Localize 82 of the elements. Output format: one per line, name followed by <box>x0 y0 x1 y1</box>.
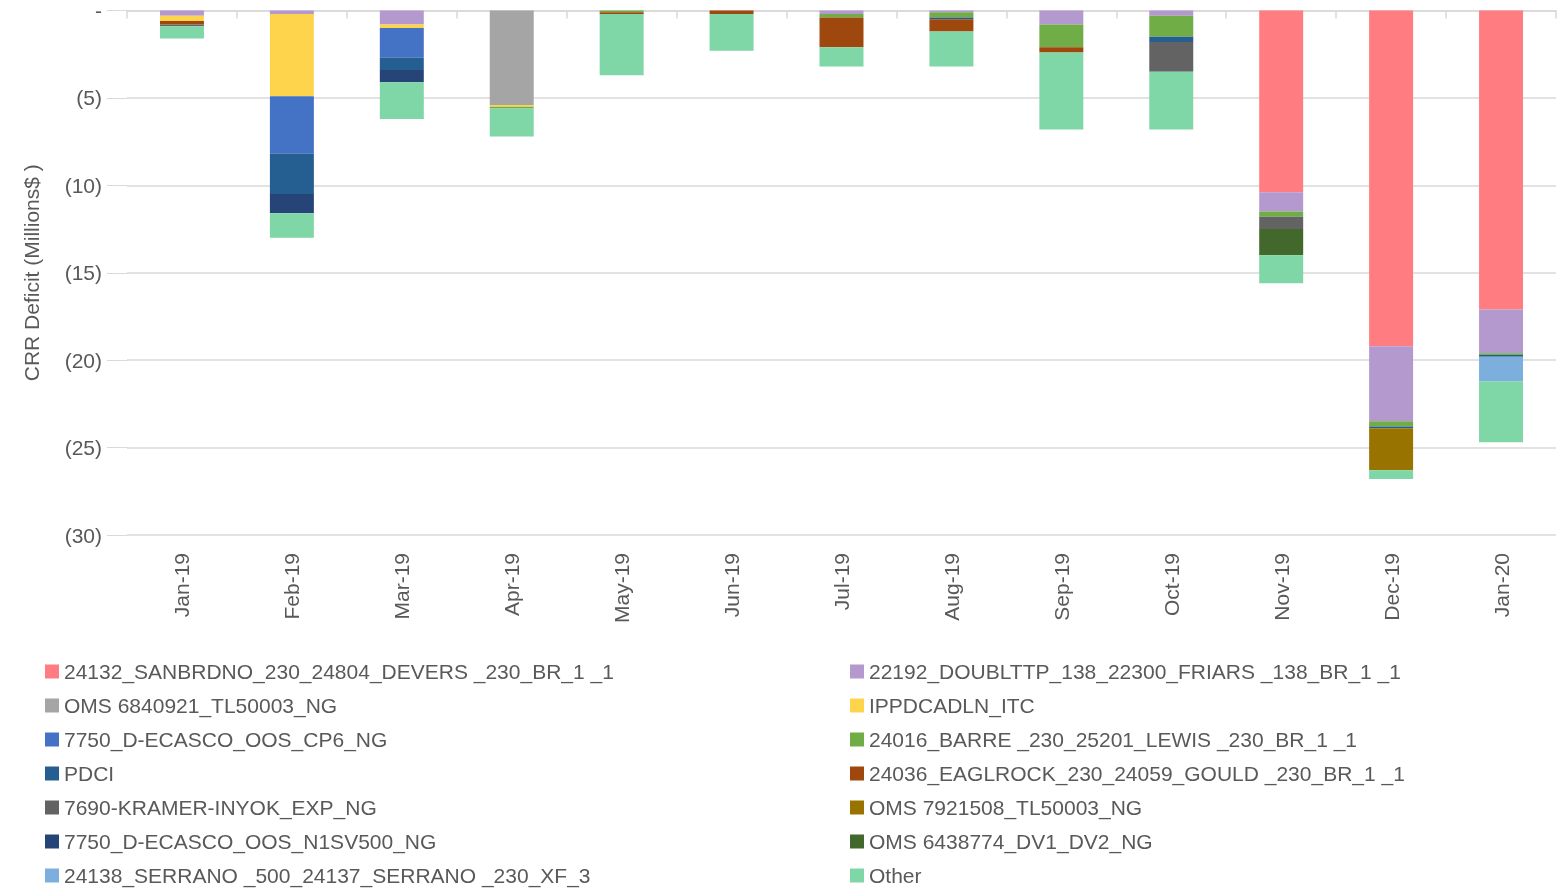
bar <box>489 10 534 105</box>
x-tick-label: Jun-19 <box>720 553 744 618</box>
bar <box>489 108 534 137</box>
bar <box>379 10 424 25</box>
legend-label: 22192_DOUBLTTP_138_22300_FRIARS _138_BR_1 _1 <box>869 660 1401 684</box>
legend-label: 7690-KRAMER-INYOK_EXP_NG <box>64 796 377 820</box>
bar <box>1369 346 1414 422</box>
bar <box>379 82 424 119</box>
x-tick-label: Nov-19 <box>1269 553 1293 621</box>
x-tick-label: Aug-19 <box>939 553 963 621</box>
bar <box>269 213 314 238</box>
legend-label: PDCI <box>64 762 115 785</box>
bar <box>1479 10 1524 310</box>
bar <box>1039 52 1084 130</box>
bar <box>1259 216 1304 230</box>
bar <box>1369 421 1414 427</box>
bar <box>1149 41 1194 72</box>
legend-label: 7750_D-ECASCO_OOS_N1SV500_NG <box>64 830 437 854</box>
legend-label: 24036_EAGLROCK_230_24059_GOULD _230_BR_1 _1 <box>869 762 1405 786</box>
bar <box>1149 36 1194 42</box>
y-tick-label: - <box>95 0 102 22</box>
bar <box>1369 428 1414 471</box>
x-tick-label: Oct-19 <box>1159 553 1183 617</box>
bar <box>1259 211 1304 217</box>
bar <box>1039 24 1084 48</box>
bar <box>1149 15 1194 37</box>
x-tick-label: Jan-19 <box>170 553 194 618</box>
legend-label: OMS 6438774_DV1_DV2_NG <box>869 830 1153 854</box>
bar <box>1479 356 1524 382</box>
bar <box>929 12 974 18</box>
y-tick-label: (10) <box>64 173 102 197</box>
legend-label: 24132_SANBRDNO_230_24804_DEVERS _230_BR_1 _1 <box>64 660 614 684</box>
legend-label: IPPDCADLN_ITC <box>869 694 1035 718</box>
legend-label: OMS 6840921_TL50003_NG <box>64 694 338 718</box>
bar <box>1369 10 1414 347</box>
y-axis-title: CRR Deficit (Millions$ ) <box>20 164 43 382</box>
bar <box>709 14 754 51</box>
y-tick-label: (5) <box>76 86 102 110</box>
bar <box>269 14 314 97</box>
bar <box>379 27 424 58</box>
bar <box>1259 255 1304 284</box>
legend-label: Other <box>869 864 922 887</box>
x-tick-label: Mar-19 <box>390 553 414 620</box>
bar <box>269 194 314 214</box>
y-tick-label: (20) <box>64 348 102 372</box>
bar <box>269 96 314 154</box>
bar <box>929 19 974 32</box>
bar <box>1039 47 1084 53</box>
bar <box>1039 10 1084 25</box>
bar <box>819 17 864 48</box>
bar <box>1259 229 1304 256</box>
bar <box>599 14 644 76</box>
bar <box>819 47 864 67</box>
legend-label: OMS 7921508_TL50003_NG <box>869 796 1143 820</box>
x-tick-label: Dec-19 <box>1379 553 1403 621</box>
bar <box>1259 192 1304 212</box>
y-tick-label: (25) <box>64 436 102 460</box>
bar <box>1259 10 1304 193</box>
legend-label: 7750_D-ECASCO_OOS_CP6_NG <box>64 728 388 752</box>
y-tick-label: (15) <box>64 261 102 285</box>
bar <box>159 26 204 39</box>
y-tick-label: (30) <box>64 523 102 547</box>
x-tick-label: Jan-20 <box>1489 553 1513 618</box>
x-tick-label: Sep-19 <box>1049 553 1073 621</box>
legend-label: 24138_SERRANO _500_24137_SERRANO _230_XF_3 <box>64 864 591 888</box>
bar <box>159 10 204 16</box>
bar <box>159 15 204 21</box>
x-tick-label: May-19 <box>610 553 634 624</box>
bar <box>1479 309 1524 354</box>
bar <box>379 57 424 70</box>
bar <box>929 31 974 67</box>
bar <box>269 153 314 195</box>
x-tick-label: Apr-19 <box>500 553 524 617</box>
bar <box>379 24 424 28</box>
bar <box>1149 71 1194 130</box>
bar <box>379 69 424 83</box>
x-tick-label: Jul-19 <box>830 553 853 611</box>
bar <box>1479 381 1524 443</box>
bar <box>1149 10 1194 16</box>
x-tick-label: Feb-19 <box>280 553 304 620</box>
bar <box>1369 470 1414 480</box>
legend-label: 24016_BARRE _230_25201_LEWIS _230_BR_1 _1 <box>869 728 1358 752</box>
